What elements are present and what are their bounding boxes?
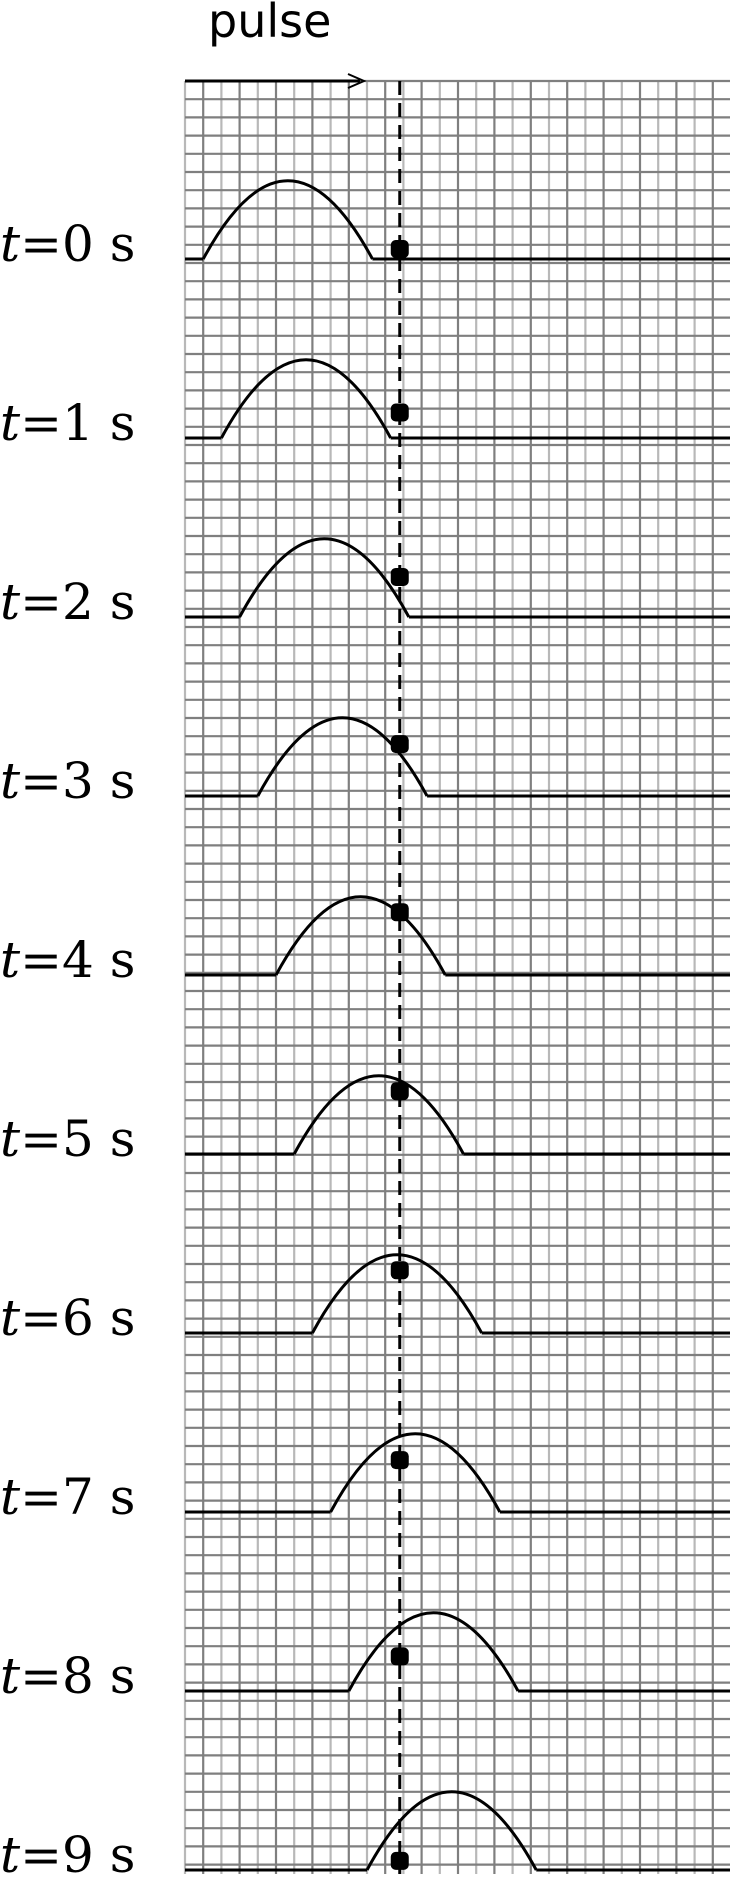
observation-marker-4 [390, 903, 409, 922]
time-value: =5 s [20, 1110, 136, 1168]
diagram-title: pulse [208, 0, 332, 48]
time-label-6: t=6 s [0, 1293, 175, 1343]
pulse-curve-8 [347, 1611, 520, 1692]
time-value: =1 s [20, 394, 136, 452]
time-variable: t [0, 215, 21, 273]
time-value: =9 s [20, 1826, 136, 1884]
time-value: =6 s [20, 1289, 136, 1347]
time-variable: t [0, 931, 21, 989]
time-variable: t [0, 573, 21, 631]
time-label-9: t=9 s [0, 1830, 175, 1880]
pulse-curve-7 [329, 1432, 502, 1513]
pulse-curve-6 [311, 1253, 483, 1334]
time-value: =2 s [20, 573, 136, 631]
observation-marker-6 [390, 1261, 409, 1280]
observation-marker-3 [390, 735, 409, 754]
time-value: =8 s [20, 1647, 136, 1705]
time-label-0: t=0 s [0, 219, 175, 269]
time-label-7: t=7 s [0, 1472, 175, 1522]
time-variable: t [0, 1110, 21, 1168]
time-variable: t [0, 394, 21, 452]
direction-arrow-head [347, 73, 367, 89]
time-value: =0 s [20, 215, 136, 273]
observation-marker-1 [390, 403, 409, 422]
observation-marker-0 [390, 239, 409, 258]
time-variable: t [0, 1468, 21, 1526]
pulse-curve-9 [365, 1790, 538, 1871]
time-variable: t [0, 1826, 21, 1884]
pulse-curve-1 [220, 358, 392, 439]
time-label-1: t=1 s [0, 398, 175, 448]
observation-marker-8 [390, 1647, 409, 1666]
pulse-curve-5 [292, 1074, 465, 1155]
pulse-curve-2 [238, 537, 411, 618]
observation-marker-5 [390, 1082, 409, 1101]
pulse-curve-0 [201, 179, 374, 260]
pulse-curve-4 [274, 895, 447, 976]
time-value: =4 s [20, 931, 136, 989]
time-value: =7 s [20, 1468, 136, 1526]
observation-marker-2 [390, 567, 409, 586]
observation-marker-9 [390, 1851, 409, 1870]
time-label-5: t=5 s [0, 1114, 175, 1164]
time-label-2: t=2 s [0, 577, 175, 627]
time-variable: t [0, 1647, 21, 1705]
time-label-4: t=4 s [0, 935, 175, 985]
observation-marker-7 [390, 1451, 409, 1470]
time-label-8: t=8 s [0, 1651, 175, 1701]
pulse-curve-3 [256, 716, 429, 797]
time-variable: t [0, 1289, 21, 1347]
time-label-3: t=3 s [0, 756, 175, 806]
time-variable: t [0, 752, 21, 810]
time-value: =3 s [20, 752, 136, 810]
